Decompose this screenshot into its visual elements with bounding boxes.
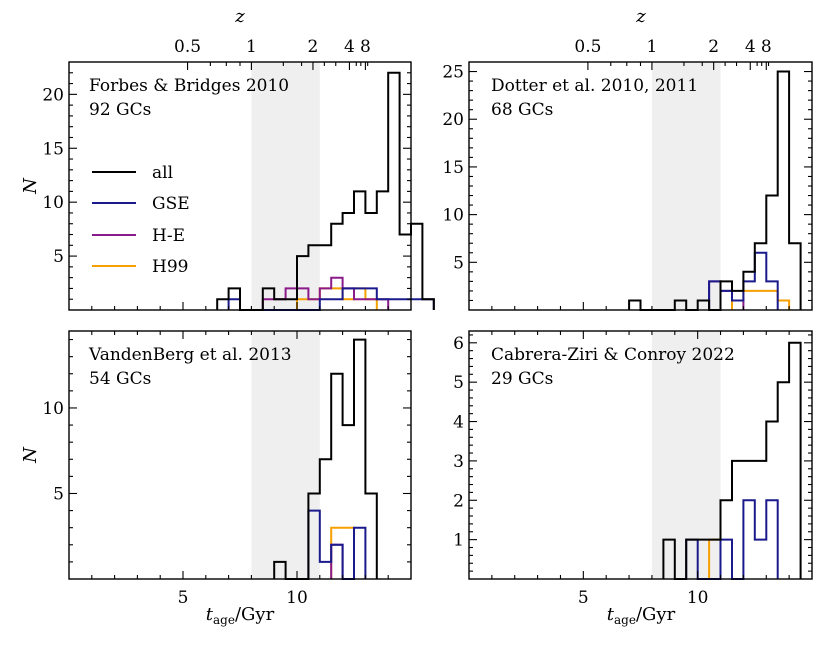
panel-0-frame xyxy=(68,61,412,311)
x-tick-label: 5 xyxy=(578,588,589,608)
y-tick-label: 1 xyxy=(453,531,464,551)
y-tick-label: 3 xyxy=(453,452,464,472)
z-tick-label: 0.5 xyxy=(574,37,601,57)
z-tick-label: 4 xyxy=(344,37,355,57)
shaded-band xyxy=(251,62,320,310)
series-gse-histogram xyxy=(307,509,367,580)
panel-1-frame xyxy=(468,61,813,311)
panel-0: 0.5 1 2 4 8 5 10 15 20 Forbes & Bridges 2010 92 … xyxy=(20,6,435,311)
y-tick-label: 20 xyxy=(42,85,64,105)
panel-2-title: VandenBerg et al. 2013 xyxy=(88,345,292,365)
legend-label-all: all xyxy=(152,163,173,183)
legend-label-gse: GSE xyxy=(152,194,190,214)
y-tick-label: 5 xyxy=(453,373,464,393)
panel-3-title: Cabrera-Ziri & Conroy 2022 xyxy=(491,345,735,365)
z-tick-label: 1 xyxy=(647,37,658,57)
panel-2-xlabel: tage/Gyr xyxy=(206,604,275,627)
panel-1: 0.5 1 2 4 8 5 10 15 20 25 Dotter et al. 2010, 201… xyxy=(442,6,813,311)
z-tick-label: 8 xyxy=(761,37,772,57)
z-tick-label: 0.5 xyxy=(174,37,201,57)
panel-3-subtitle: 29 GCs xyxy=(491,369,553,389)
y-tick-label: 4 xyxy=(453,413,464,433)
panel-0-title: Forbes & Bridges 2010 xyxy=(89,76,289,96)
shaded-band xyxy=(651,62,721,310)
panel-2: 5 10 5 10 VandenBerg et al. 2013 54 GCs N t… xyxy=(20,330,412,627)
panel-1-subtitle: 68 GCs xyxy=(491,100,553,120)
panel-0-ylabel: N xyxy=(20,177,41,195)
panel-0-z-label: z xyxy=(234,6,245,27)
y-tick-label: 5 xyxy=(53,247,64,267)
series-he-histogram xyxy=(261,276,390,310)
legend-label-h99: H99 xyxy=(152,257,188,277)
panel-3: 5 10 1 2 3 4 5 6 Cabrera-Ziri & Conroy 2022 29 … xyxy=(453,330,813,627)
x-tick-label: 5 xyxy=(178,588,189,608)
y-tick-label: 6 xyxy=(453,334,464,354)
series-all-histogram xyxy=(216,71,435,311)
legend-label-he: H-E xyxy=(152,226,185,246)
panel-1-title: Dotter et al. 2010, 2011 xyxy=(491,76,698,96)
panel-3-xlabel: tage/Gyr xyxy=(607,604,676,627)
y-tick-label: 25 xyxy=(442,63,464,83)
z-tick-label: 1 xyxy=(246,37,257,57)
y-tick-label: 5 xyxy=(53,484,64,504)
panel-0-legend: all GSE H-E H99 xyxy=(92,163,190,277)
z-tick-label: 8 xyxy=(360,37,371,57)
panel-2-frame xyxy=(68,330,412,580)
panel-2-subtitle: 54 GCs xyxy=(89,369,151,389)
panel-3-frame xyxy=(468,330,813,580)
panel-1-z-label: z xyxy=(635,6,646,27)
y-tick-label: 20 xyxy=(442,110,464,130)
shaded-band xyxy=(251,331,320,579)
panel-3-plot: 5 10 1 2 3 4 5 6 xyxy=(453,331,812,608)
z-tick-label: 2 xyxy=(708,37,719,57)
y-tick-label: 10 xyxy=(42,399,64,419)
y-tick-label: 15 xyxy=(442,158,464,178)
y-tick-label: 10 xyxy=(42,193,64,213)
y-tick-label: 15 xyxy=(42,139,64,159)
y-tick-label: 5 xyxy=(453,253,464,273)
x-tick-label: 10 xyxy=(286,588,308,608)
panel-2-ylabel: N xyxy=(20,446,41,464)
shaded-band xyxy=(651,331,721,579)
y-tick-label: 10 xyxy=(442,206,464,226)
z-tick-label: 2 xyxy=(308,37,319,57)
y-tick-label: 2 xyxy=(453,491,464,511)
panel-0-subtitle: 92 GCs xyxy=(89,100,151,120)
z-tick-label: 4 xyxy=(745,37,756,57)
series-he-histogram xyxy=(330,543,344,579)
x-tick-label: 10 xyxy=(687,588,709,608)
